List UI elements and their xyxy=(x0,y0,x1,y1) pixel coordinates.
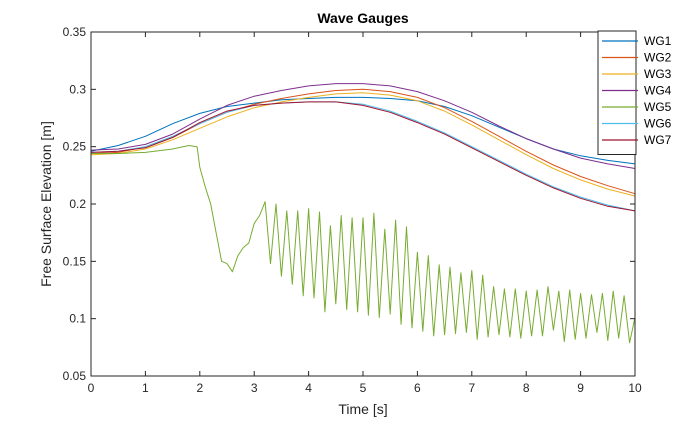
ticks-layer: 0 1 2 3 4 5 6 7 8 9 10 0.05 0.1 0.15 0.2 0.25 0.3 0.35 xyxy=(63,25,642,395)
y-tick-label: 0.2 xyxy=(69,197,86,211)
x-tick-label: 4 xyxy=(305,381,312,395)
series-line-wg7 xyxy=(90,101,636,212)
legend-label-wg5: WG5 xyxy=(644,100,672,114)
legend-label-wg7: WG7 xyxy=(644,133,672,147)
y-axis-label: Free Surface Elevation [m] xyxy=(38,121,54,287)
plot-area-frame xyxy=(90,31,636,377)
legend-label-wg3: WG3 xyxy=(644,67,672,81)
x-tick-label: 7 xyxy=(468,381,475,395)
legend-label-wg4: WG4 xyxy=(644,84,672,98)
series-line-wg5 xyxy=(91,145,636,344)
legend: WG1 WG2 WG3 WG4 WG5 WG6 WG7 xyxy=(597,30,672,155)
y-tick-label: 0.35 xyxy=(63,25,87,39)
x-axis-label: Time [s] xyxy=(338,401,387,417)
x-tick-label: 1 xyxy=(142,381,149,395)
series-line-wg4 xyxy=(90,83,636,169)
x-tick-label: 2 xyxy=(196,381,203,395)
legend-label-wg2: WG2 xyxy=(644,51,672,65)
y-tick-label: 0.3 xyxy=(69,82,86,96)
chart-title: Wave Gauges xyxy=(317,10,409,26)
x-tick-label: 0 xyxy=(88,381,95,395)
x-tick-label: 5 xyxy=(360,381,367,395)
y-tick-label: 0.05 xyxy=(63,369,87,383)
y-tick-label: 0.1 xyxy=(69,312,86,326)
legend-box xyxy=(597,30,637,155)
series-layer xyxy=(90,83,636,344)
series-line-wg3 xyxy=(90,92,636,197)
x-tick-label: 3 xyxy=(251,381,258,395)
legend-label-wg6: WG6 xyxy=(644,117,672,131)
x-tick-label: 9 xyxy=(577,381,584,395)
legend-label-wg1: WG1 xyxy=(644,34,672,48)
y-tick-label: 0.25 xyxy=(63,140,87,154)
x-tick-label: 8 xyxy=(523,381,530,395)
y-tick-label: 0.15 xyxy=(63,254,87,268)
x-tick-label: 10 xyxy=(628,381,642,395)
x-tick-label: 6 xyxy=(414,381,421,395)
